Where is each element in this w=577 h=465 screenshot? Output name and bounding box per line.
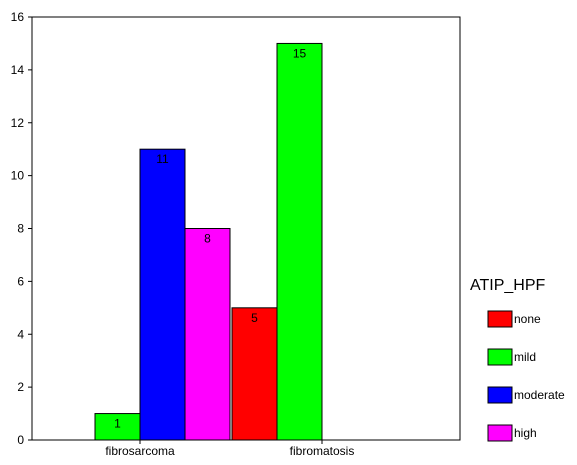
bar-none-fibromatosis bbox=[231, 307, 278, 441]
data-label-mild-fibrosarcoma: 1 bbox=[114, 417, 121, 431]
x-tick-label-fibromatosis: fibromatosis bbox=[290, 444, 355, 458]
y-tick-label: 16 bbox=[11, 10, 25, 24]
data-label-none-fibromatosis: 5 bbox=[251, 311, 258, 325]
legend-swatch-none bbox=[487, 310, 513, 328]
legend-label-mild: mild bbox=[514, 350, 536, 364]
x-axis: fibrosarcoma fibromatosis bbox=[105, 440, 354, 458]
bar-high-fibrosarcoma bbox=[184, 228, 231, 441]
legend: ATIP_HPF none mild moderate high bbox=[470, 277, 565, 442]
data-label-moderate-fibrosarcoma: 11 bbox=[156, 152, 169, 166]
y-axis: 0 2 4 6 8 10 12 14 16 bbox=[11, 10, 32, 447]
legend-label-none: none bbox=[514, 312, 541, 326]
legend-swatch-mild bbox=[487, 348, 513, 366]
data-label-high-fibrosarcoma: 8 bbox=[204, 232, 211, 246]
legend-swatch-moderate bbox=[487, 386, 513, 404]
bars-layer bbox=[94, 42, 323, 441]
y-tick-label: 14 bbox=[11, 63, 25, 77]
y-tick-label: 8 bbox=[17, 222, 24, 236]
x-tick-label-fibrosarcoma: fibrosarcoma bbox=[105, 444, 175, 458]
bar-mild-fibrosarcoma bbox=[94, 413, 141, 441]
y-tick-label: 10 bbox=[11, 169, 25, 183]
legend-label-moderate: moderate bbox=[514, 388, 565, 402]
legend-title: ATIP_HPF bbox=[470, 277, 546, 294]
legend-label-high: high bbox=[514, 426, 537, 440]
bar-moderate-fibrosarcoma bbox=[139, 148, 186, 441]
y-tick-label: 2 bbox=[17, 380, 24, 394]
y-tick-label: 12 bbox=[11, 116, 25, 130]
legend-swatch-high bbox=[487, 424, 513, 442]
y-tick-label: 4 bbox=[17, 327, 24, 341]
y-tick-label: 0 bbox=[17, 433, 24, 447]
data-label-mild-fibromatosis: 15 bbox=[293, 46, 307, 60]
y-tick-label: 6 bbox=[17, 274, 24, 288]
bar-mild-fibromatosis bbox=[276, 42, 323, 441]
